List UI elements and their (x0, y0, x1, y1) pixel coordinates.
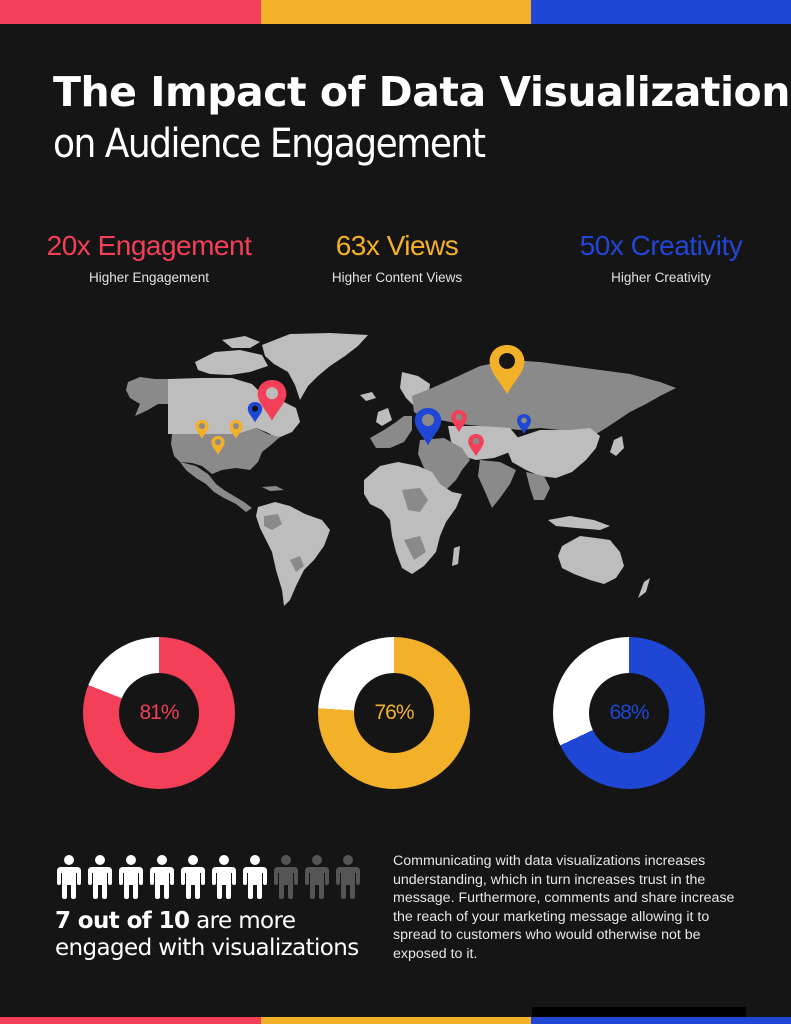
map-pins (195, 345, 531, 457)
pin-red-large-canada[interactable] (257, 380, 287, 421)
donut-chart-yellow: 76% (318, 637, 470, 789)
stat-value: 63x Views (335, 230, 459, 261)
stat-label: Higher Content Views (331, 270, 463, 285)
description-paragraph: Communicating with data visualizations i… (393, 853, 735, 962)
donut-percent-label: 68% (609, 701, 649, 724)
donut-chart-blue: 68% (553, 637, 705, 789)
donut-hole: 76% (354, 673, 434, 753)
stat-value: 20x Engagement (46, 230, 252, 261)
people-pictogram (56, 855, 361, 899)
stat-views: 63x Views Higher Content Views (267, 228, 527, 288)
people-caption: 7 out of 10 are more engaged with visual… (55, 908, 359, 962)
pin-yellow-small-usa-nc[interactable] (229, 420, 243, 439)
pin-yellow-large-russia[interactable] (489, 345, 525, 395)
stripe-red (0, 1017, 261, 1024)
stat-value: 50x Creativity (579, 230, 743, 261)
pin-yellow-small-usa-sw[interactable] (211, 436, 225, 455)
title-line-1: The Impact of Data Visualization (53, 68, 790, 116)
stripe-yellow (261, 1017, 531, 1024)
person-icon-inactive (305, 855, 329, 899)
person-icon-active (243, 855, 267, 899)
caption-line-2: engaged with visualizations (55, 935, 359, 961)
pin-yellow-small-usa-nw[interactable] (195, 420, 209, 439)
person-icon-active (150, 855, 174, 899)
pin-red-small-kazakhstan[interactable] (451, 410, 467, 433)
donut-percent-label: 81% (139, 701, 179, 724)
person-icon-active (57, 855, 81, 899)
pin-blue-large-europe[interactable] (414, 408, 442, 446)
person-icon-active (181, 855, 205, 899)
pin-blue-small-mongolia[interactable] (517, 414, 531, 434)
donut-chart-red: 81% (83, 637, 235, 789)
stripe-blue (531, 0, 791, 24)
person-icon-inactive (336, 855, 360, 899)
stat-engagement: 20x Engagement Higher Engagement (19, 228, 279, 288)
title-line-2: on Audience Engagement (53, 121, 486, 167)
person-icon-active (119, 855, 143, 899)
stat-label: Higher Engagement (88, 270, 210, 285)
stripe-yellow (260, 0, 532, 24)
donut-percent-label: 76% (374, 701, 414, 724)
donut-hole: 81% (119, 673, 199, 753)
footer-black-box (532, 1007, 746, 1017)
stripe-red (0, 0, 261, 24)
top-color-stripe (0, 0, 791, 24)
page-title: The Impact of Data Visualization on Audi… (53, 66, 790, 170)
donut-hole: 68% (589, 673, 669, 753)
stat-label: Higher Creativity (611, 270, 711, 285)
caption-bold: 7 out of 10 (55, 908, 190, 934)
bottom-color-stripe (0, 1017, 791, 1024)
caption-rest: are more (189, 908, 296, 934)
person-icon-inactive (274, 855, 298, 899)
continents (126, 333, 676, 606)
person-icon-active (212, 855, 236, 899)
world-map (126, 333, 676, 606)
pin-blue-small-canada[interactable] (247, 402, 263, 423)
pin-red-small-central-asia[interactable] (468, 434, 484, 457)
person-icon-active (88, 855, 112, 899)
stripe-blue (531, 1017, 791, 1024)
stat-creativity: 50x Creativity Higher Creativity (531, 228, 791, 288)
